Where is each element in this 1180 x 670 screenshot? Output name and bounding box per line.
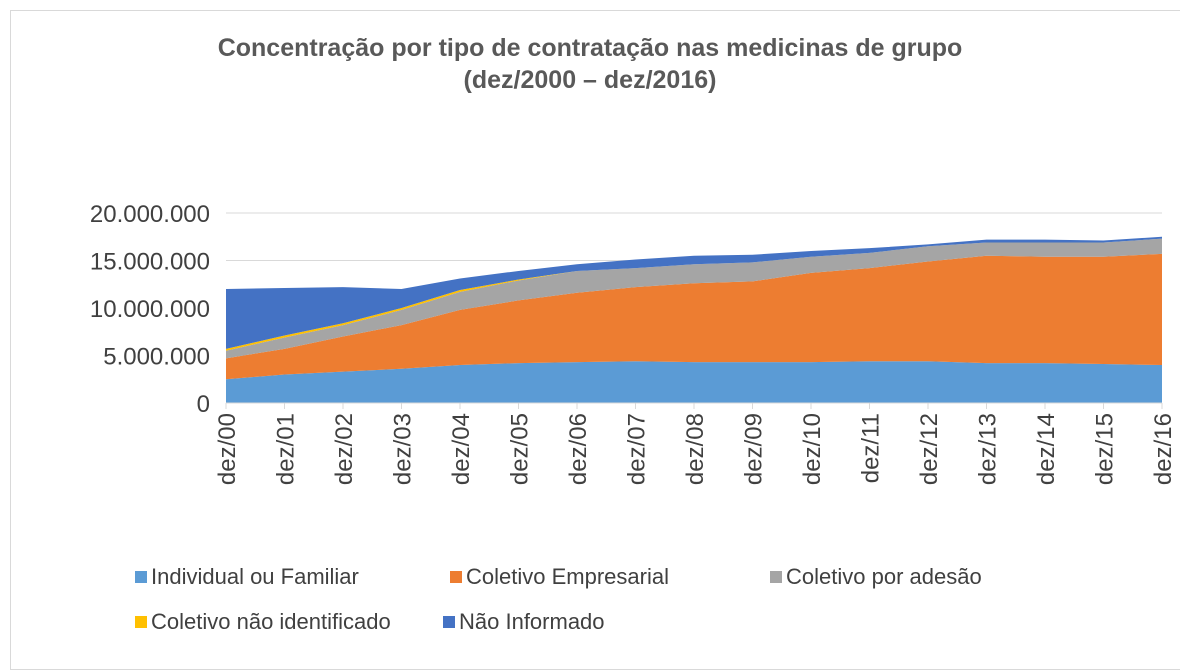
x-tick-label: dez/06 xyxy=(565,413,592,485)
x-tick-label: dez/00 xyxy=(214,413,241,485)
chart-title: Concentração por tipo de contratação nas… xyxy=(217,34,963,94)
x-tick-label: dez/11 xyxy=(858,413,885,483)
y-tick-label: 15.000.000 xyxy=(90,249,210,276)
x-tick-label: dez/02 xyxy=(331,413,358,485)
x-tick-label: dez/07 xyxy=(624,413,651,485)
x-tick-label: dez/03 xyxy=(390,413,417,485)
legend-label: Coletivo não identificado xyxy=(151,609,391,634)
legend-item: Individual ou Familiar xyxy=(135,564,359,590)
x-tick-label: dez/10 xyxy=(799,413,826,485)
legend-label: Não Informado xyxy=(459,609,605,634)
y-tick-label: 5.000.000 xyxy=(103,344,210,371)
legend-item: Coletivo Empresarial xyxy=(450,564,669,590)
area xyxy=(226,238,1162,359)
y-tick-label: 20.000.000 xyxy=(90,201,210,228)
area xyxy=(226,236,1162,349)
legend-swatch xyxy=(135,616,147,628)
legend-swatch xyxy=(135,571,147,583)
x-tick-label: dez/01 xyxy=(273,413,300,485)
legend-swatch xyxy=(770,571,782,583)
x-tick-label: dez/14 xyxy=(1033,413,1060,485)
x-tick-label: dez/04 xyxy=(448,413,475,485)
legend-label: Coletivo Empresarial xyxy=(466,564,669,589)
x-tick-label: dez/05 xyxy=(507,413,534,485)
legend-item: Coletivo por adesão xyxy=(770,564,982,590)
x-tick-label: dez/09 xyxy=(741,413,768,485)
y-tick-label: 10.000.000 xyxy=(90,296,210,323)
x-tick-label: dez/15 xyxy=(1092,413,1119,485)
legend-swatch xyxy=(450,571,462,583)
area xyxy=(226,253,1162,380)
chart: 0 5.000.000 10.000.000 15.000.000 20.000.000… xyxy=(90,201,1177,485)
legend-item: Não Informado xyxy=(443,609,605,635)
x-tick-label: dez/16 xyxy=(1150,413,1177,485)
x-tick-label: dez/13 xyxy=(975,413,1002,485)
legend-swatch xyxy=(443,616,455,628)
area xyxy=(226,361,1162,403)
legend-label: Coletivo por adesão xyxy=(786,564,982,589)
legend-label: Individual ou Familiar xyxy=(151,564,359,589)
legend-item: Coletivo não identificado xyxy=(135,609,391,635)
x-tick-label: dez/08 xyxy=(682,413,709,485)
page: Concentração por tipo de contratação nas… xyxy=(10,10,1180,670)
x-tick-label: dez/12 xyxy=(916,413,943,485)
y-tick-label: 0 xyxy=(197,391,210,418)
